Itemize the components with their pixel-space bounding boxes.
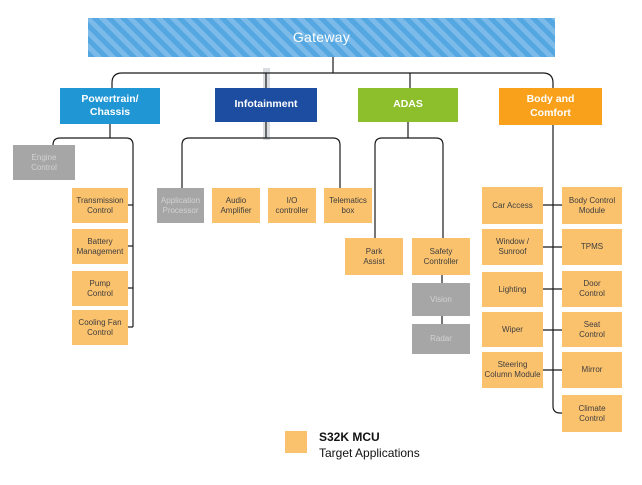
connector-infotainment-bracket bbox=[181, 137, 341, 188]
node-infotainment: Infotainment bbox=[215, 88, 317, 122]
node-vision: Vision bbox=[412, 283, 470, 316]
node-battery-management: Battery Management bbox=[72, 229, 128, 264]
node-io-controller: I/O controller bbox=[268, 188, 316, 223]
node-lighting: Lighting bbox=[482, 272, 543, 307]
legend-text: S32K MCU Target Applications bbox=[319, 429, 420, 461]
node-adas: ADAS bbox=[358, 88, 458, 122]
legend-swatch-icon bbox=[285, 431, 307, 453]
node-window-sunroof: Window / Sunroof bbox=[482, 229, 543, 265]
node-gateway: Gateway bbox=[88, 18, 555, 57]
connector-top-bracket bbox=[111, 72, 554, 88]
node-wiper: Wiper bbox=[482, 312, 543, 347]
node-mirror: Mirror bbox=[562, 352, 622, 388]
node-audio-amplifier: Audio Amplifier bbox=[212, 188, 260, 223]
node-tpms: TPMS bbox=[562, 229, 622, 265]
node-steering-column-module: Steering Column Module bbox=[482, 352, 543, 388]
node-body-control-module: Body Control Module bbox=[562, 187, 622, 224]
node-engine-control: Engine Control bbox=[13, 145, 75, 180]
node-car-access: Car Access bbox=[482, 187, 543, 224]
node-safety-controller: Safety Controller bbox=[412, 238, 470, 275]
legend-subtitle: Target Applications bbox=[319, 446, 420, 460]
node-cooling-fan-control: Cooling Fan Control bbox=[72, 310, 128, 345]
node-seat-control: Seat Control bbox=[562, 312, 622, 347]
node-telematics-box: Telematics box bbox=[324, 188, 372, 223]
node-radar: Radar bbox=[412, 324, 470, 354]
node-park-assist: Park Assist bbox=[345, 238, 403, 275]
node-climate-control: Climate Control bbox=[562, 395, 622, 432]
node-pump-control: Pump Control bbox=[72, 271, 128, 306]
connector-powertrain-bracket bbox=[52, 137, 134, 327]
node-transmission-control: Transmission Control bbox=[72, 188, 128, 223]
node-powertrain-chassis: Powertrain/ Chassis bbox=[60, 88, 160, 124]
node-application-processor: Application Processor bbox=[157, 188, 204, 223]
connector-adas-bracket bbox=[374, 137, 444, 238]
connector-body-trunk bbox=[552, 125, 562, 414]
node-door-control: Door Control bbox=[562, 271, 622, 307]
node-body-and-comfort: Body and Comfort bbox=[499, 88, 602, 125]
legend: S32K MCU Target Applications bbox=[285, 429, 420, 461]
legend-title: S32K MCU bbox=[319, 430, 380, 444]
